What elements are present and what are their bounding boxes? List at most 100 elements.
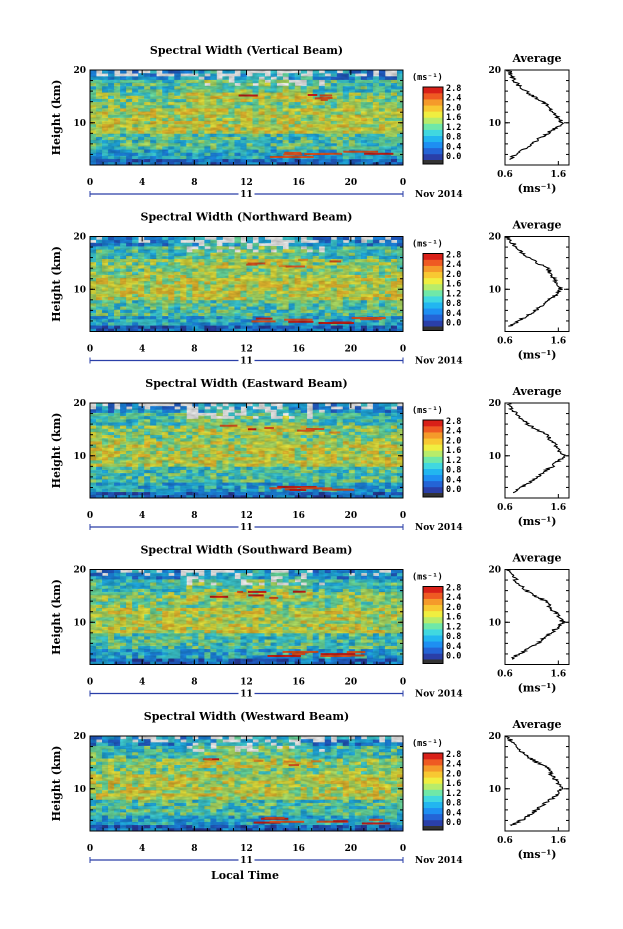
panel-2: Spectral Width (Northward Beam) 20 10 Heigh… <box>50 211 570 367</box>
average-title: Average <box>511 385 561 398</box>
average-y-tick-label: 10 <box>488 285 501 295</box>
average-x-tick-label: 0.6 <box>497 337 513 347</box>
date-label-bg <box>238 354 255 366</box>
y-tick-label: 20 <box>73 66 86 76</box>
colorbar-unit: (ms⁻¹) <box>412 406 443 416</box>
y-tick-label: 10 <box>73 119 86 129</box>
date-day: 11 <box>240 357 253 367</box>
x-tick-label: 12 <box>240 345 253 355</box>
colorbar-swatch <box>423 265 443 273</box>
colorbar-swatch <box>423 153 443 161</box>
average-x-tick-label: 1.6 <box>550 337 566 347</box>
colorbar-tick-label: 1.6 <box>446 113 461 123</box>
colorbar-min-swatch <box>423 326 443 331</box>
average-y-tick-label: 20 <box>488 66 501 76</box>
colorbar-swatch <box>423 468 443 476</box>
colorbar-tick-label: 1.2 <box>446 289 461 299</box>
average-y-tick-label: 10 <box>488 452 501 462</box>
colorbar-frame <box>422 253 444 331</box>
y-tick-label: 20 <box>73 399 86 409</box>
x-tick-label: 0 <box>87 345 93 355</box>
colorbar-swatch <box>423 420 443 427</box>
date-month-year: Nov 2014 <box>415 523 463 533</box>
x-tick-label: 4 <box>139 178 145 188</box>
date-label-bg <box>238 188 255 199</box>
colorbar-swatch <box>423 271 443 279</box>
colorbar-tick-label: 2.0 <box>446 103 461 113</box>
date-day: 11 <box>240 523 253 533</box>
colorbar-swatch <box>423 302 443 309</box>
colorbar-tick-label: 0.8 <box>446 466 461 476</box>
heatmap-texture <box>90 236 403 332</box>
average-title: Average <box>511 52 561 65</box>
colorbar-tick-label: 0.0 <box>446 152 461 162</box>
x-tick-label: 8 <box>191 511 197 521</box>
colorbar-tick-label: 1.6 <box>446 280 461 290</box>
colorbar-swatch <box>423 450 443 457</box>
heatmap-texture <box>90 403 403 498</box>
colorbar-swatch <box>423 253 443 260</box>
colorbar-swatch <box>423 308 443 315</box>
x-tick-label: 0 <box>87 511 93 521</box>
colorbar-tick-label: 0.8 <box>446 133 461 143</box>
x-tick-label: 12 <box>240 511 253 521</box>
colorbar-tick-label: 2.0 <box>446 436 461 446</box>
x-tick-label: 0 <box>400 511 406 521</box>
colorbar-tick-label: 2.8 <box>446 84 461 94</box>
x-tick-label: 0 <box>87 178 93 188</box>
average-unit-label: (ms⁻¹) <box>518 349 557 362</box>
colorbar-tick-label: 2.4 <box>446 94 461 104</box>
x-tick-label: 0 <box>400 178 406 188</box>
panel-1: Spectral Width (Vertical Beam)2010Height… <box>50 44 570 200</box>
x-tick-label: 20 <box>345 345 358 355</box>
date-month-year: Nov 2014 <box>415 357 463 367</box>
y-tick-label: 10 <box>73 285 86 295</box>
colorbar-swatch <box>423 432 443 439</box>
colorbar-tick-label: 2.0 <box>446 270 461 280</box>
average-title: Average <box>511 219 561 232</box>
average-frame <box>504 69 570 166</box>
average-y-tick-label: 10 <box>488 119 501 129</box>
panel-title: Spectral Width (Northward Beam) <box>141 211 353 224</box>
colorbar-frame <box>422 86 444 165</box>
colorbar-tick-label: 1.6 <box>446 446 461 456</box>
colorbar-swatch <box>423 426 443 433</box>
y-axis-label: Height (km) <box>50 246 63 322</box>
colorbar-unit: (ms⁻¹) <box>412 240 443 250</box>
average-x-tick-label: 0.6 <box>497 170 513 180</box>
colorbar-swatch <box>423 129 443 136</box>
colorbar-swatch <box>423 462 443 469</box>
x-tick-label: 8 <box>191 178 197 188</box>
colorbar-swatch <box>423 277 443 285</box>
colorbar-swatch <box>423 474 443 482</box>
average-y-tick-label: 20 <box>488 233 501 243</box>
colorbar-min-swatch <box>423 160 443 164</box>
colorbar-swatch <box>423 99 443 106</box>
panel-title: Spectral Width (Southward Beam) <box>140 544 352 557</box>
date-day: 11 <box>240 190 253 200</box>
colorbar-tick-label: 2.8 <box>446 251 461 261</box>
colorbar-swatch <box>423 117 443 124</box>
colorbar-swatch <box>423 111 443 118</box>
panel-title: Spectral Width (Vertical Beam) <box>150 44 343 57</box>
colorbar-swatch <box>423 444 443 451</box>
average-unit-label: (ms⁻¹) <box>518 182 557 195</box>
x-tick-label: 4 <box>139 345 145 355</box>
average-y-tick-label: 20 <box>488 399 501 409</box>
date-month-year: Nov 2014 <box>415 190 463 200</box>
x-tick-label: 16 <box>292 178 305 188</box>
colorbar-min-swatch <box>423 493 443 497</box>
average-profile-line <box>505 69 564 161</box>
panel-title: Spectral Width (Eastward Beam) <box>145 377 347 390</box>
colorbar-swatch <box>423 123 443 130</box>
colorbar-swatch <box>423 87 443 94</box>
x-tick-label: 20 <box>345 511 358 521</box>
panel-3: Spectral Width (Eastward Beam)2010Height… <box>50 377 570 533</box>
colorbar-swatch <box>423 290 443 297</box>
colorbar-tick-label: 0.4 <box>446 142 461 152</box>
colorbar-swatch <box>423 147 443 155</box>
x-tick-label: 8 <box>191 345 197 355</box>
colorbar-tick-label: 0.8 <box>446 299 461 309</box>
x-tick-label: 0 <box>400 345 406 355</box>
